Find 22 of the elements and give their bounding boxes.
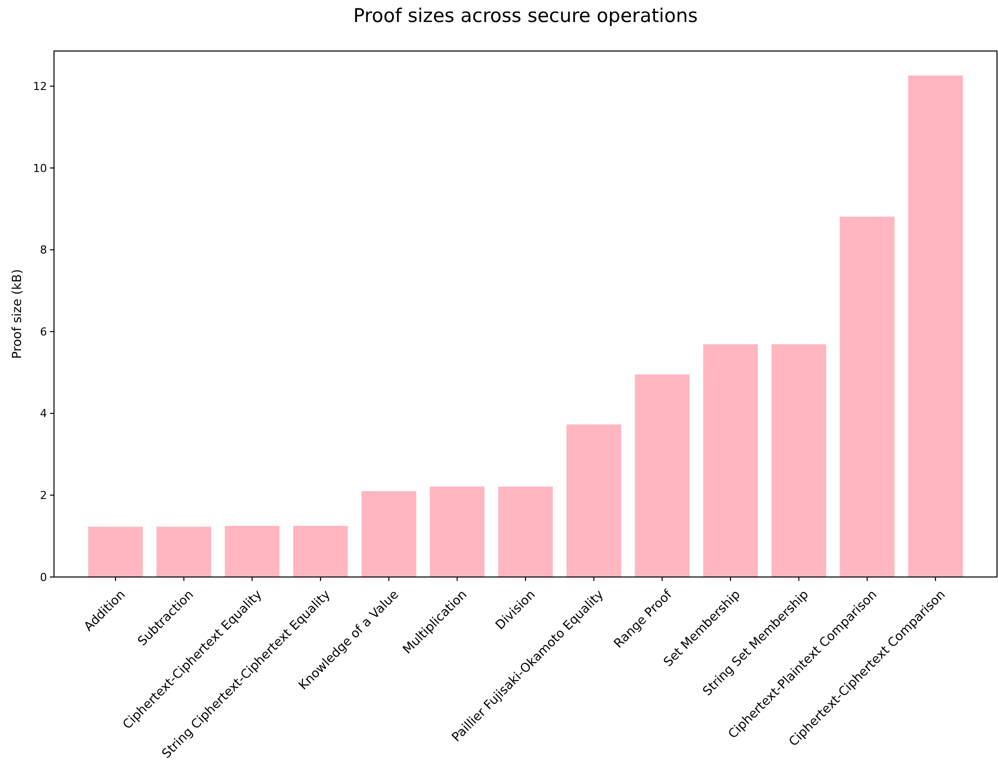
y-tick-label: 0 — [40, 570, 47, 584]
y-tick-label: 6 — [40, 325, 47, 338]
bar — [430, 486, 484, 577]
bar — [566, 424, 622, 577]
bar — [498, 486, 553, 577]
y-axis-title: Proof size (kB) — [9, 269, 24, 359]
bar — [908, 76, 963, 577]
chart-title: Proof sizes across secure operations — [353, 5, 698, 27]
bar — [156, 526, 212, 577]
bar — [362, 491, 416, 577]
bar — [840, 216, 894, 577]
y-tick-label: 2 — [40, 489, 47, 502]
y-tick-label: 10 — [33, 162, 47, 175]
bar — [224, 526, 280, 577]
bar — [703, 344, 758, 577]
bar — [293, 526, 348, 577]
bar — [634, 374, 690, 577]
y-tick-label: 12 — [33, 80, 47, 94]
y-tick-label: 8 — [40, 244, 47, 257]
bar — [88, 526, 143, 577]
y-tick-label: 4 — [40, 407, 47, 420]
bar — [772, 344, 826, 577]
